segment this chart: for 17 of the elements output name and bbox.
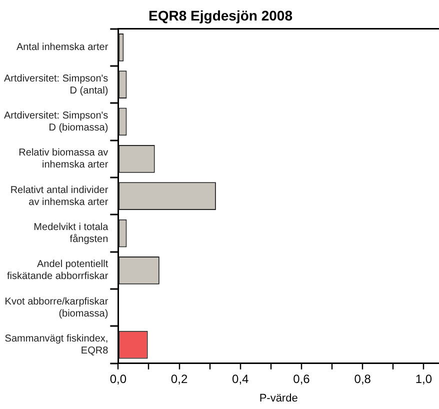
chart-title: EQR8 Ejgdesjön 2008: [148, 7, 293, 24]
y-tick-label: Relativ biomassa av inhemska arter: [18, 148, 109, 171]
x-tick-label: 0,2: [170, 372, 188, 386]
y-tick-label: Relativt antal individer av inhemska arter: [10, 184, 109, 208]
x-tick-label: 0,6: [293, 372, 310, 386]
y-tick-label: Medelvikt i totala fångsten: [34, 222, 109, 246]
y-tick-label: Kvot abborre/karpfiskar (biomassa): [4, 296, 109, 320]
x-tick-label: 0,0: [110, 372, 127, 386]
x-tick-label: 0,8: [354, 372, 372, 386]
y-tick-label: Sammanvägt fiskindex, EQR8: [4, 334, 109, 357]
x-tick-label: 0,4: [232, 372, 250, 386]
y-tick-label: Artdiversitet: Simpson's D (biomassa): [4, 110, 108, 134]
y-tick-label: Antal inhemska arter: [16, 42, 109, 54]
y-tick-label: Artdiversitet: Simpson's D (antal): [4, 73, 108, 96]
x-axis-title: P-värde: [259, 392, 298, 404]
x-tick-label: 1,0: [415, 372, 432, 386]
y-tick-label: Andel potentiellt fiskätande abborrfiskar: [6, 259, 109, 282]
